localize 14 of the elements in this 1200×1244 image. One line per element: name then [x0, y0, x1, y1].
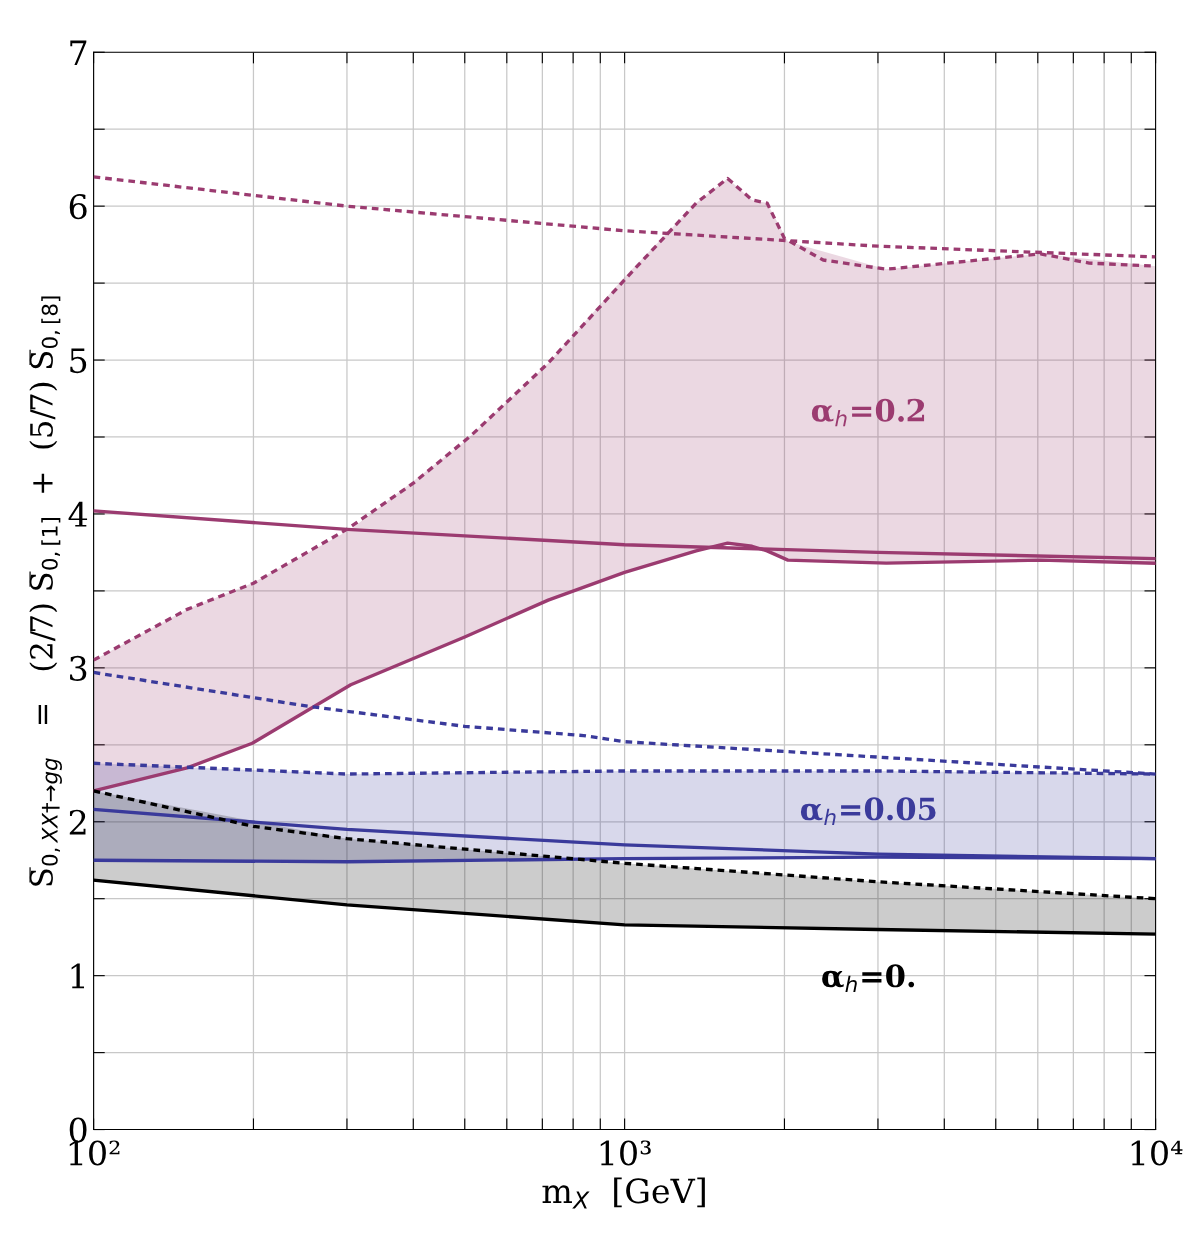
- annotation: α$_{h}$=0.05: [800, 797, 936, 825]
- annotation: α$_{h}$=0.2: [811, 398, 925, 427]
- y-tick-label: 5: [70, 348, 87, 374]
- text: S̅$_{0,XX†→gg}$ = (2/7) S̅$_{0,[1]}$ + (5/7) S̅$_{0,[8]}$: [29, 296, 62, 886]
- x-tick-label: 10⁴: [1131, 1140, 1183, 1166]
- x-tick-label: 10³: [600, 1140, 651, 1166]
- annotation: α$_{h}$=0.: [822, 964, 915, 992]
- y-tick-label: 4: [68, 501, 88, 527]
- y-tick-label: 3: [70, 655, 87, 681]
- y-tick-label: 2: [69, 809, 86, 835]
- y-tick-label: 6: [69, 194, 87, 220]
- y-tick-label: 1: [71, 963, 84, 989]
- x-axis-title: m$_{X}$ [GeV]: [542, 1177, 705, 1209]
- y-tick-label: 7: [70, 40, 87, 65]
